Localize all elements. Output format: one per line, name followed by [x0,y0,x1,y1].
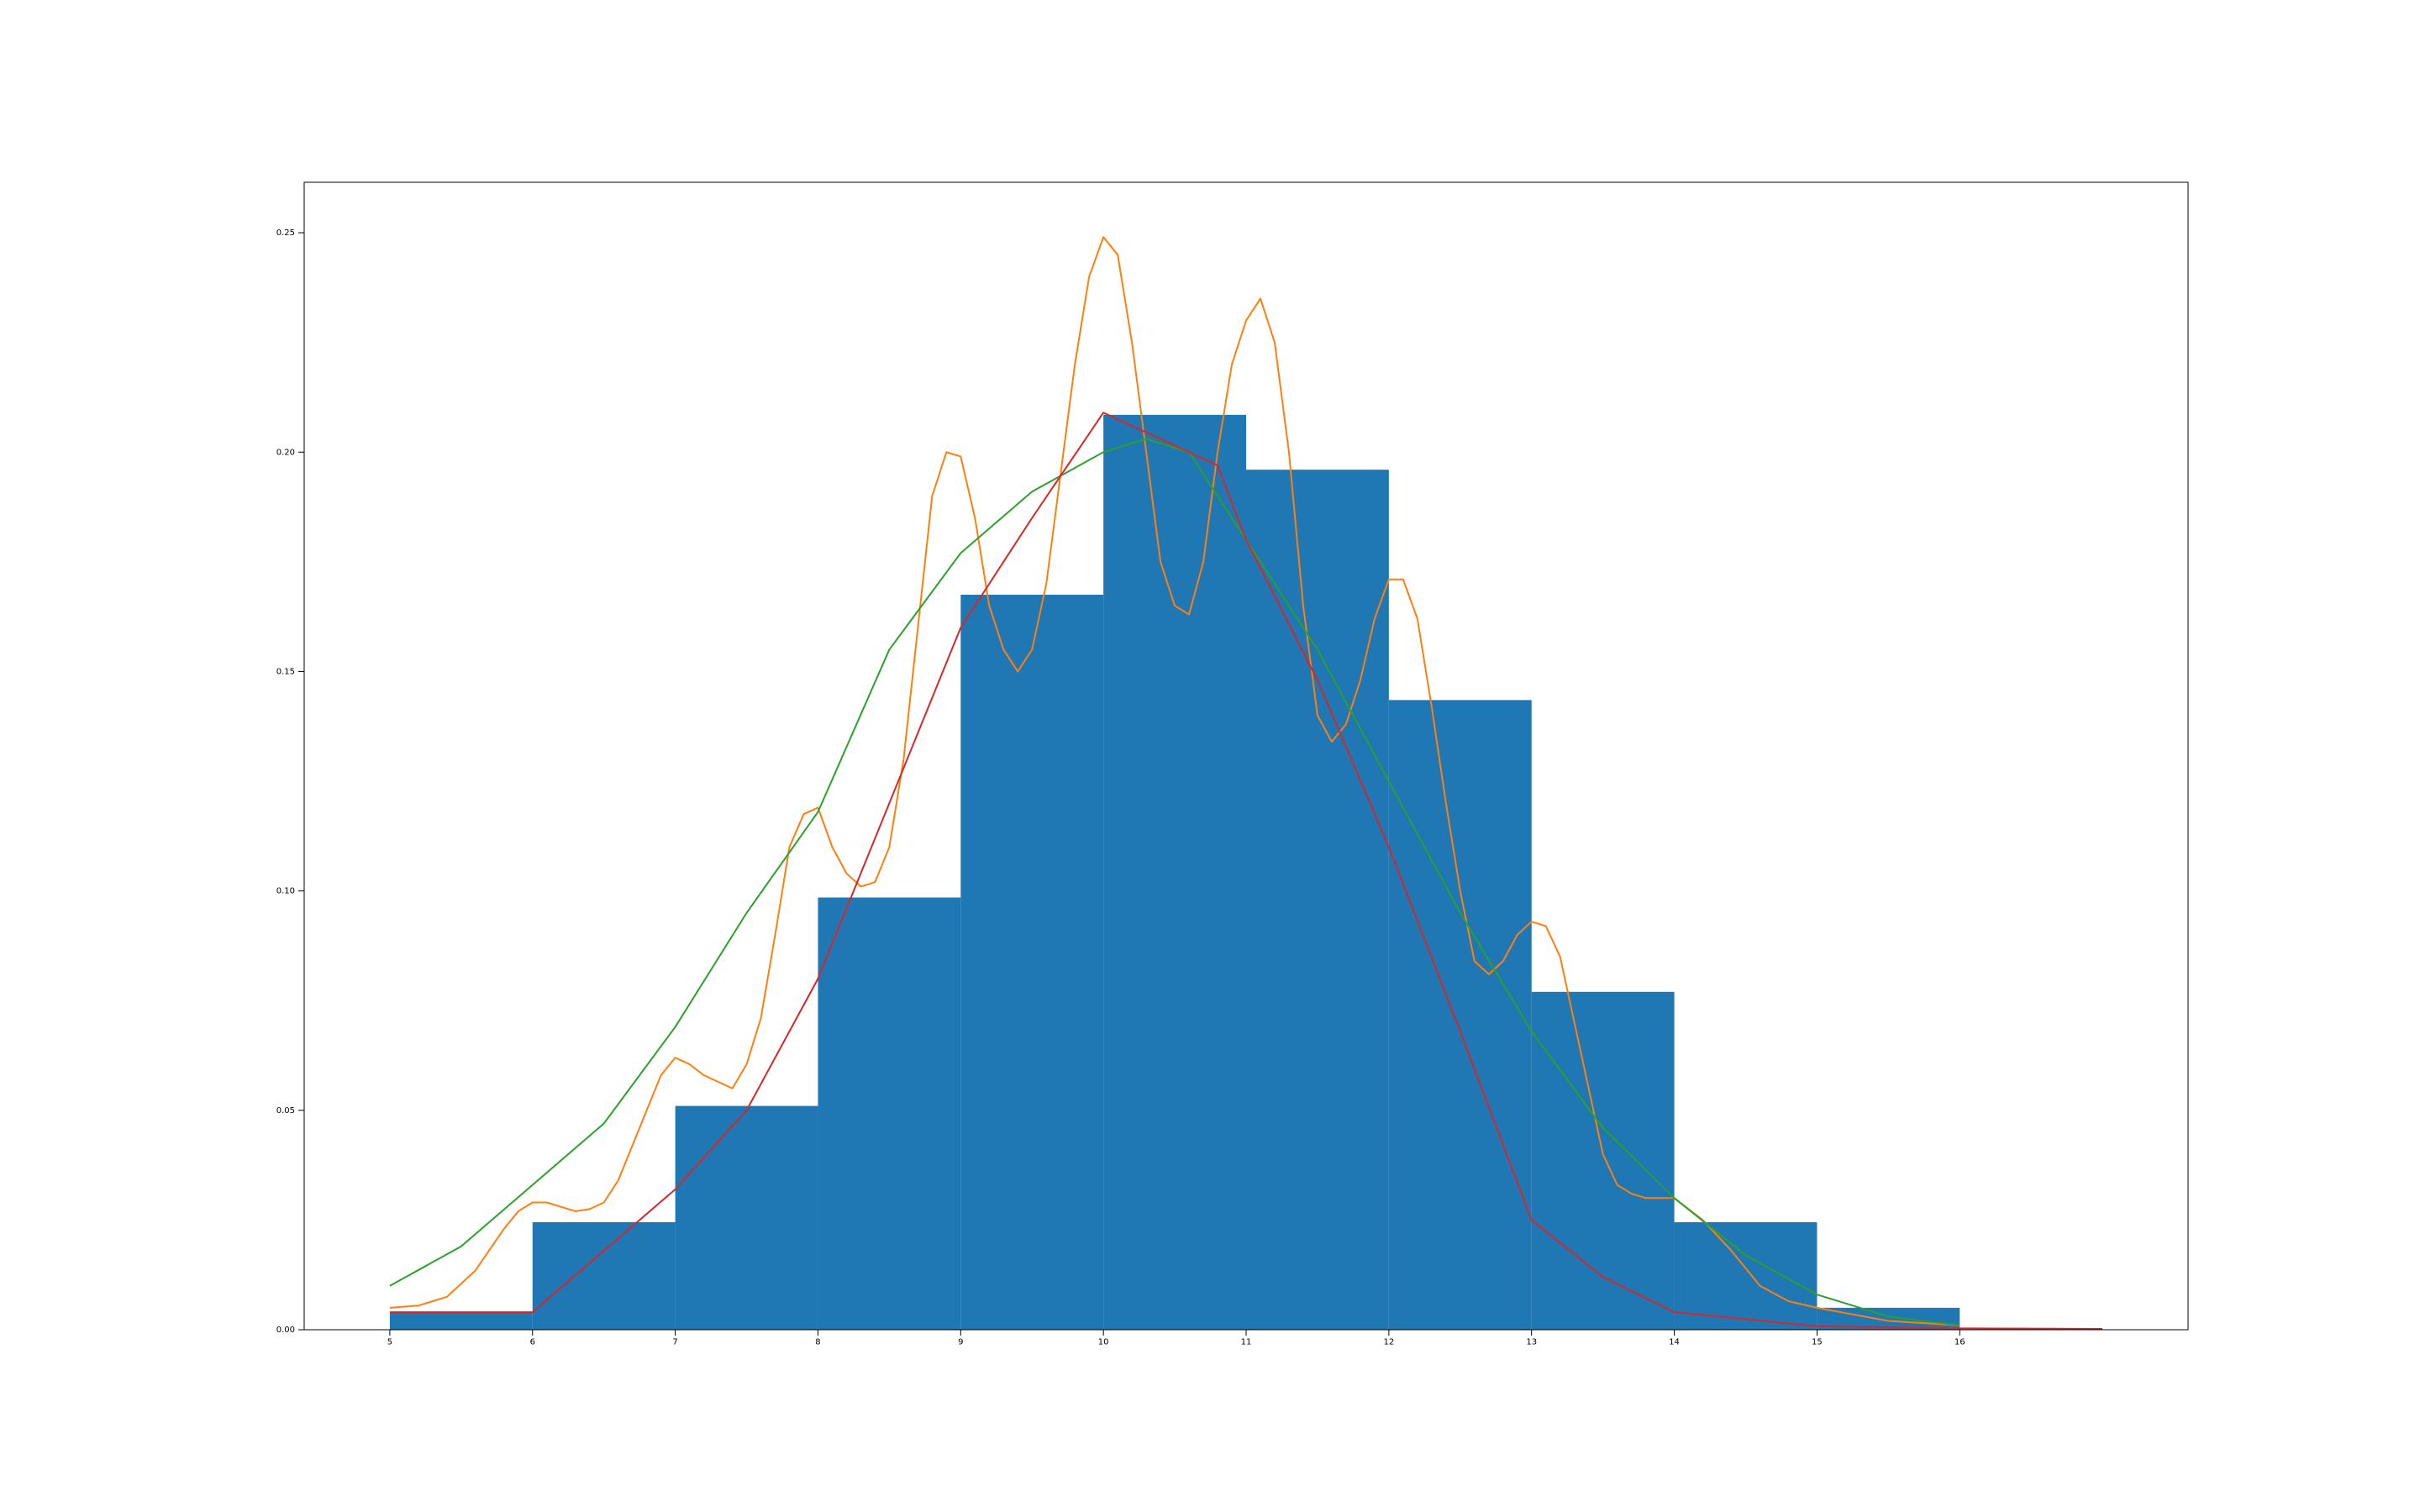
histogram-bars [389,414,1960,1331]
histogram-bar [960,595,1104,1330]
x-tick-label: 5 [387,1337,392,1347]
histogram-bar [532,1222,676,1330]
x-tick-label: 10 [1098,1337,1109,1347]
series-line-1 [389,236,1960,1326]
x-tick-label: 13 [1526,1337,1537,1347]
series-line-2 [389,438,1960,1326]
y-tick-label: 0.15 [276,667,295,676]
x-tick-label: 7 [672,1337,677,1347]
x-tick-label: 15 [1812,1337,1823,1347]
density-lines [389,236,2103,1330]
histogram-bar [1246,470,1389,1330]
histogram-bar [1531,991,1675,1330]
y-tick-label: 0.10 [276,887,295,896]
x-tick-label: 9 [958,1337,963,1347]
x-tick-label: 8 [815,1337,820,1347]
x-tick-label: 6 [530,1337,535,1347]
histogram-bar [1674,1222,1818,1330]
histogram-bar [389,1312,533,1330]
x-tick-label: 11 [1241,1337,1252,1347]
histogram-bar [818,897,961,1330]
series-line-3 [389,412,2103,1330]
x-tick-label: 12 [1383,1337,1394,1347]
y-tick-label: 0.25 [276,228,295,238]
y-axis: 0.00 0.05 0.10 0.15 0.20 0.25 [276,228,304,1335]
y-tick-label: 0.20 [276,448,295,457]
y-tick-label: 0.00 [276,1326,295,1335]
y-tick-label: 0.05 [276,1106,295,1116]
x-tick-label: 14 [1669,1337,1680,1347]
x-tick-label: 16 [1954,1337,1965,1347]
x-axis: 5 6 7 8 9 10 11 12 13 14 15 16 [387,1330,1965,1347]
histogram-bar [1103,414,1246,1331]
histogram-bar [1388,700,1532,1330]
histogram-bar [675,1105,818,1330]
